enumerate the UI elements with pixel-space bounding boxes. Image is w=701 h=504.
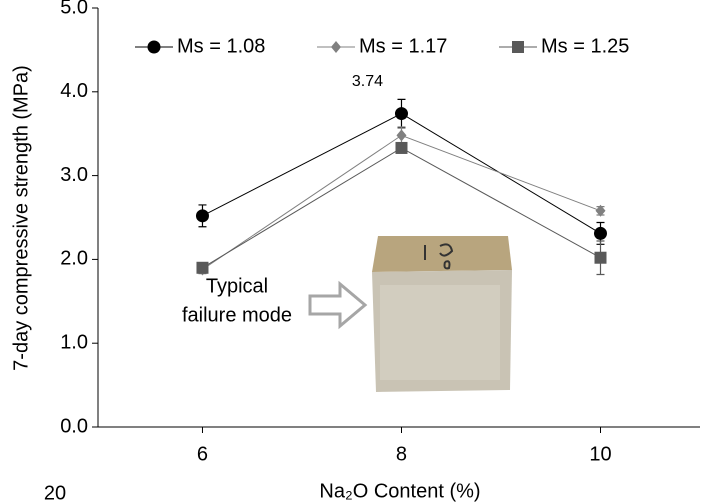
marker — [396, 129, 407, 142]
legend-marker — [147, 40, 161, 54]
y-tick-label: 3.0 — [60, 164, 88, 186]
y-tick-label: 4.0 — [60, 80, 88, 102]
marker — [593, 226, 607, 240]
y-tick-label: 1.0 — [60, 331, 88, 353]
annotation: failure mode — [182, 304, 292, 326]
legend-label: Ms = 1.17 — [359, 35, 447, 57]
y-tick-label: 0.0 — [60, 415, 88, 437]
legend-marker — [331, 41, 341, 53]
y-tick-label: 5.0 — [60, 0, 88, 18]
photo-marking — [424, 243, 454, 270]
marker — [394, 107, 408, 121]
x-axis-label: Na₂O Content (%) — [319, 480, 480, 502]
marker — [196, 261, 209, 274]
specimen-photo — [372, 236, 512, 392]
marker — [594, 251, 607, 264]
x-tick-label: 8 — [396, 443, 407, 465]
legend-marker — [512, 41, 524, 53]
legend-label: Ms = 1.08 — [177, 35, 265, 57]
stray-text: 20 — [44, 482, 66, 504]
data-label: 3.74 — [352, 73, 383, 90]
annotation: Typical — [206, 275, 268, 297]
marker — [595, 204, 606, 217]
x-tick-label: 10 — [589, 443, 611, 465]
marker — [195, 209, 209, 223]
legend-label: Ms = 1.25 — [541, 35, 629, 57]
y-axis-label: 7-day compressive strength (MPa) — [10, 65, 32, 371]
marker — [395, 141, 408, 154]
arrow — [308, 280, 368, 330]
y-tick-label: 2.0 — [60, 248, 88, 270]
x-tick-label: 6 — [197, 443, 208, 465]
photo-texture — [380, 285, 500, 380]
